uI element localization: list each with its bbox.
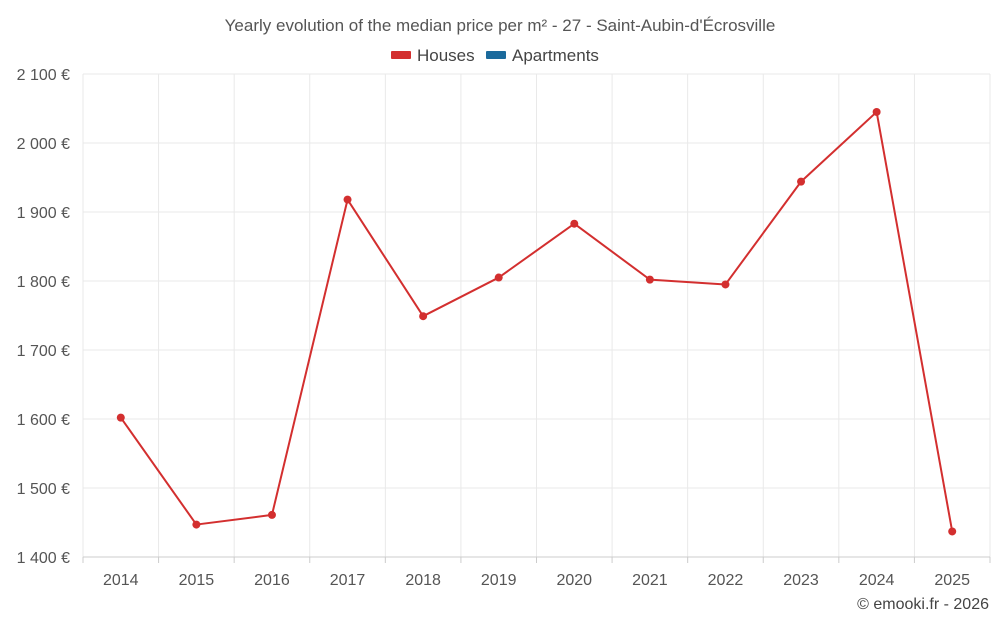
data-point-houses[interactable] (343, 195, 352, 204)
data-point-houses[interactable] (645, 275, 654, 284)
x-tick-label: 2023 (783, 572, 819, 589)
y-axis: 1 400 € 1 500 € 1 600 € 1 700 € 1 800 € 1 900… (17, 67, 70, 567)
x-tick-label: 2018 (405, 572, 441, 589)
data-point-houses[interactable] (797, 177, 806, 186)
x-tick-label: 2020 (556, 572, 592, 589)
data-point-houses[interactable] (948, 527, 957, 536)
legend-swatch-apartments[interactable] (486, 51, 506, 59)
x-tick-label: 2021 (632, 572, 668, 589)
x-tick-label: 2015 (179, 572, 215, 589)
x-tick-label: 2022 (708, 572, 744, 589)
y-tick-label: 2 100 € (17, 67, 70, 84)
data-point-houses[interactable] (872, 107, 881, 116)
grid (82, 73, 991, 558)
y-tick-label: 1 800 € (17, 274, 70, 291)
y-tick-label: 1 500 € (17, 481, 70, 498)
data-point-houses[interactable] (721, 280, 730, 289)
y-tick-label: 1 400 € (17, 550, 70, 567)
data-point-houses[interactable] (570, 219, 579, 228)
y-tick-label: 1 600 € (17, 412, 70, 429)
data-point-houses[interactable] (116, 413, 125, 422)
x-tick-label: 2017 (330, 572, 366, 589)
series-houses (116, 107, 957, 536)
x-tick-label: 2019 (481, 572, 517, 589)
series-line-houses (119, 110, 954, 532)
x-tick-label: 2024 (859, 572, 895, 589)
y-tick-label: 1 700 € (17, 343, 70, 360)
data-point-houses[interactable] (192, 520, 201, 529)
x-tick-label: 2025 (934, 572, 970, 589)
x-tick-label: 2016 (254, 572, 290, 589)
legend-label-apartments[interactable]: Apartments (512, 46, 599, 65)
legend: Houses Apartments (391, 46, 599, 65)
y-tick-label: 2 000 € (17, 136, 70, 153)
legend-label-houses[interactable]: Houses (417, 46, 475, 65)
x-axis: 2014 2015 2016 2017 2018 2019 2020 2021 2022 2023… (82, 556, 991, 589)
chart-title: Yearly evolution of the median price per… (225, 16, 776, 35)
data-point-houses[interactable] (494, 273, 503, 282)
data-point-houses[interactable] (267, 510, 276, 519)
x-tick-label: 2014 (103, 572, 139, 589)
legend-swatch-houses[interactable] (391, 51, 411, 59)
data-point-houses[interactable] (419, 312, 428, 321)
y-tick-label: 1 900 € (17, 205, 70, 222)
credit-text: © emooki.fr - 2026 (857, 596, 989, 613)
